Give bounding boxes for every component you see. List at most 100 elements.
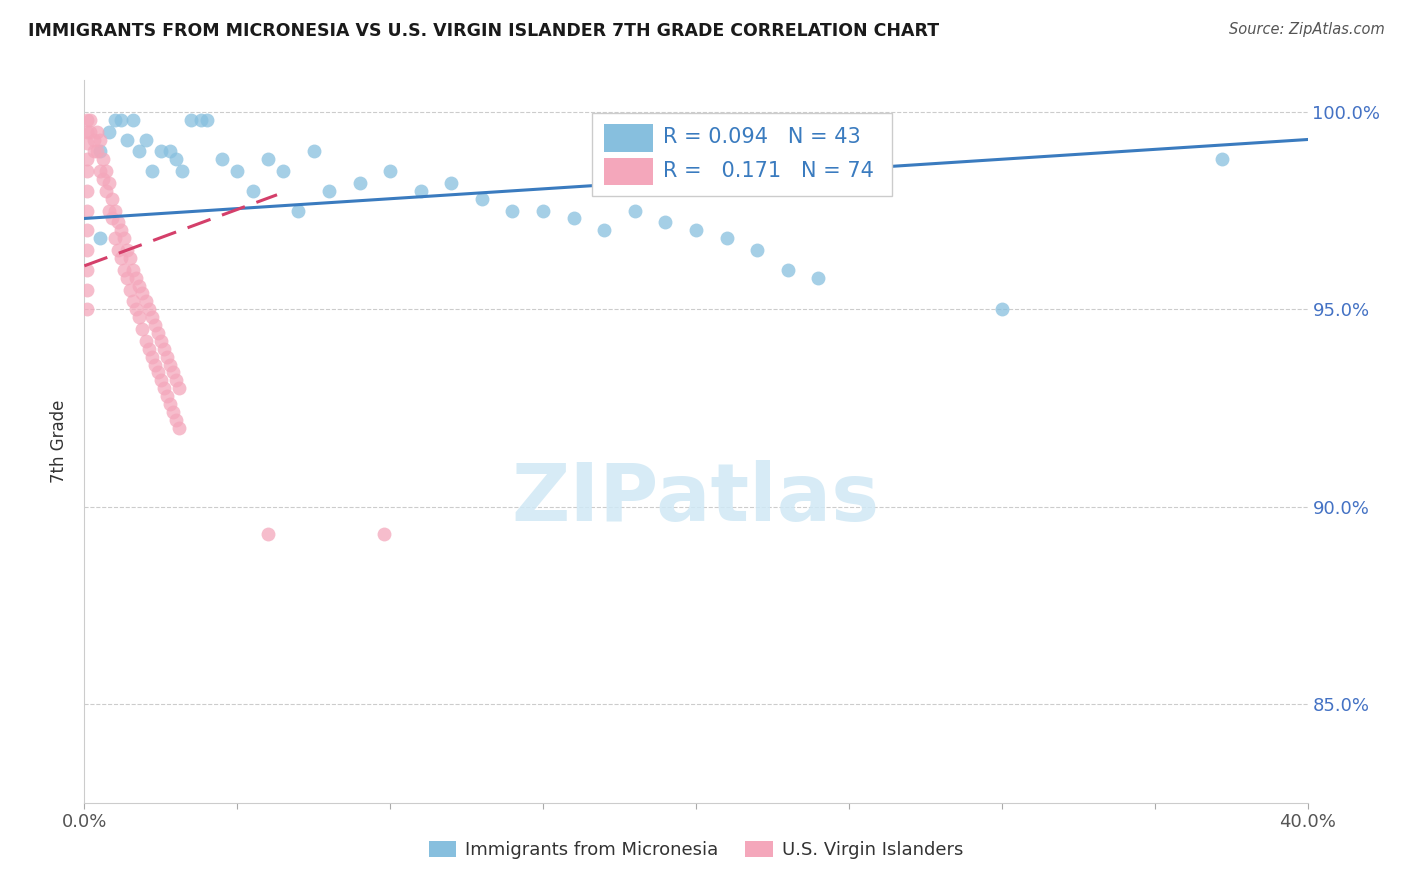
Point [115, 243, 138, 257]
Point [165, 373, 187, 387]
FancyBboxPatch shape [605, 158, 654, 185]
Point [146, 366, 169, 380]
Point [172, 164, 194, 178]
Point [162, 366, 184, 380]
Point [302, 145, 325, 159]
Point [165, 153, 187, 167]
Text: ZIPatlas: ZIPatlas [512, 460, 880, 539]
Point [153, 342, 176, 356]
Point [149, 334, 172, 348]
Point [76, 302, 98, 317]
Point [143, 318, 166, 332]
Point [89, 164, 111, 178]
Point [211, 153, 233, 167]
Point [89, 132, 111, 146]
Point [122, 262, 145, 277]
Point [115, 270, 138, 285]
Point [159, 397, 181, 411]
Point [141, 350, 163, 364]
Point [76, 262, 98, 277]
Point [76, 164, 98, 178]
Point [807, 270, 830, 285]
Point [89, 145, 111, 159]
FancyBboxPatch shape [592, 112, 891, 196]
Point [180, 112, 202, 127]
Point [91, 153, 114, 167]
Point [156, 350, 179, 364]
Point [107, 215, 129, 229]
Point [146, 326, 169, 340]
Point [716, 231, 738, 245]
Point [76, 136, 98, 151]
Point [149, 373, 172, 387]
Point [149, 145, 172, 159]
Point [86, 125, 108, 139]
Point [190, 112, 212, 127]
Point [747, 243, 769, 257]
Point [86, 145, 108, 159]
Point [110, 112, 132, 127]
Point [131, 286, 153, 301]
Point [156, 389, 179, 403]
Point [76, 153, 98, 167]
Point [257, 527, 280, 541]
Point [104, 231, 127, 245]
FancyBboxPatch shape [605, 124, 654, 152]
Point [131, 322, 153, 336]
Point [122, 112, 145, 127]
Point [195, 112, 218, 127]
Y-axis label: 7th Grade: 7th Grade [51, 400, 69, 483]
Point [380, 164, 402, 178]
Point [107, 243, 129, 257]
Point [128, 310, 150, 325]
Point [159, 145, 181, 159]
Point [125, 270, 148, 285]
Point [373, 527, 395, 541]
Point [112, 231, 135, 245]
Point [143, 358, 166, 372]
Point [562, 211, 585, 226]
Point [104, 203, 127, 218]
Point [242, 184, 264, 198]
Point [287, 203, 309, 218]
Point [318, 184, 340, 198]
Point [76, 112, 98, 127]
Point [271, 164, 294, 178]
Point [110, 223, 132, 237]
Point [101, 192, 124, 206]
Point [776, 262, 799, 277]
Point [135, 132, 157, 146]
Point [502, 203, 524, 218]
Point [76, 283, 98, 297]
Point [101, 211, 124, 226]
Point [135, 294, 157, 309]
Text: IMMIGRANTS FROM MICRONESIA VS U.S. VIRGIN ISLANDER 7TH GRADE CORRELATION CHART: IMMIGRANTS FROM MICRONESIA VS U.S. VIRGI… [28, 22, 939, 40]
Point [125, 302, 148, 317]
Point [83, 132, 105, 146]
Text: R =   0.171   N = 74: R = 0.171 N = 74 [664, 161, 873, 180]
Point [141, 164, 163, 178]
Point [991, 302, 1014, 317]
Point [94, 184, 117, 198]
Point [153, 381, 176, 395]
Point [112, 262, 135, 277]
Point [531, 203, 554, 218]
Point [349, 176, 371, 190]
Point [122, 294, 145, 309]
Point [94, 164, 117, 178]
Point [167, 421, 190, 435]
Point [91, 172, 114, 186]
Point [76, 125, 98, 139]
Point [97, 203, 120, 218]
Point [104, 112, 127, 127]
Point [135, 334, 157, 348]
Point [76, 223, 98, 237]
Point [89, 231, 111, 245]
Point [110, 251, 132, 265]
Point [128, 278, 150, 293]
Point [138, 342, 160, 356]
Point [76, 203, 98, 218]
Point [97, 176, 120, 190]
Point [440, 176, 463, 190]
Point [167, 381, 190, 395]
